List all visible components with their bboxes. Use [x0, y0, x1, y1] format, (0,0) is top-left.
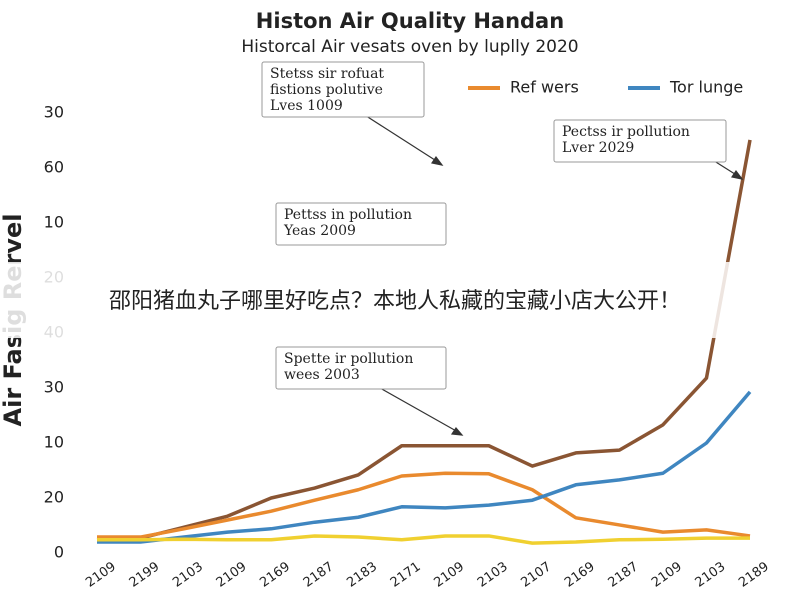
annotation-box	[553, 119, 727, 163]
x-tick-label: 2103	[693, 559, 729, 590]
series-line	[96, 139, 752, 542]
x-tick-label: 2199	[127, 559, 163, 590]
x-tick-label: 2107	[518, 559, 554, 590]
x-tick-label: 2183	[344, 559, 380, 590]
x-tick-label: 2109	[214, 559, 250, 590]
arrow-head	[431, 155, 444, 166]
annotation-text: Lves 1009	[270, 98, 343, 114]
x-tick-label: 2187	[301, 559, 337, 590]
legend-label: Tor lunge	[669, 78, 743, 97]
annotation-box	[261, 61, 425, 118]
legend-label: Ref wers	[510, 78, 579, 97]
annotation-text: Stetss sir rofuat	[270, 66, 384, 82]
y-tick-label: 10	[44, 433, 64, 452]
series-line	[97, 471, 751, 539]
x-tick-label: 2171	[388, 559, 424, 590]
arrow	[379, 387, 459, 433]
annotation-box	[275, 202, 447, 246]
x-tick-label: 2189	[736, 559, 772, 590]
annotation-box	[275, 346, 447, 390]
annotation-text: fistions polutive	[270, 82, 383, 98]
x-tick-label: 2169	[562, 559, 598, 590]
annotation-text: Yeas 2009	[283, 223, 356, 239]
annotation-text: Spette ir pollution	[284, 351, 413, 367]
annotation-text: Lver 2029	[562, 140, 634, 156]
y-tick-label: 60	[44, 158, 64, 177]
x-tick-label: 2187	[606, 559, 642, 590]
y-tick-label: 30	[44, 103, 64, 122]
x-tick-label: 2109	[431, 559, 467, 590]
arrow	[359, 111, 439, 163]
y-tick-label: 30	[44, 378, 64, 397]
banner-text: 邵阳猪血丸子哪里好吃点？本地人私藏的宝藏小店大公开！	[109, 289, 681, 314]
y-tick-label: 20	[44, 488, 64, 507]
annotation-text: wees 2003	[284, 367, 360, 383]
legend: Ref wers Tor lunge	[468, 78, 743, 97]
banner-bg	[0, 262, 800, 338]
annotation-text: Pectss ir pollution	[562, 124, 690, 140]
x-tick-label: 2103	[170, 559, 206, 590]
annotation-text: Pettss in pollution	[284, 207, 412, 223]
x-tick-label: 2109	[83, 559, 119, 590]
x-tick-label: 2103	[475, 559, 511, 590]
x-tick-label: 2169	[257, 559, 293, 590]
series-line	[97, 390, 752, 544]
arrow-head	[450, 427, 464, 436]
chart-subtitle: Historcal Air vesats oven by luplly 2020	[241, 37, 578, 57]
y-tick-label: 10	[44, 213, 64, 232]
x-tick-label: 2109	[649, 559, 685, 590]
series-line	[97, 534, 750, 545]
arrow-head	[731, 169, 744, 180]
y-tick-label: 0	[54, 543, 64, 562]
chart-title: Histon Air Quality Handan	[256, 9, 564, 33]
